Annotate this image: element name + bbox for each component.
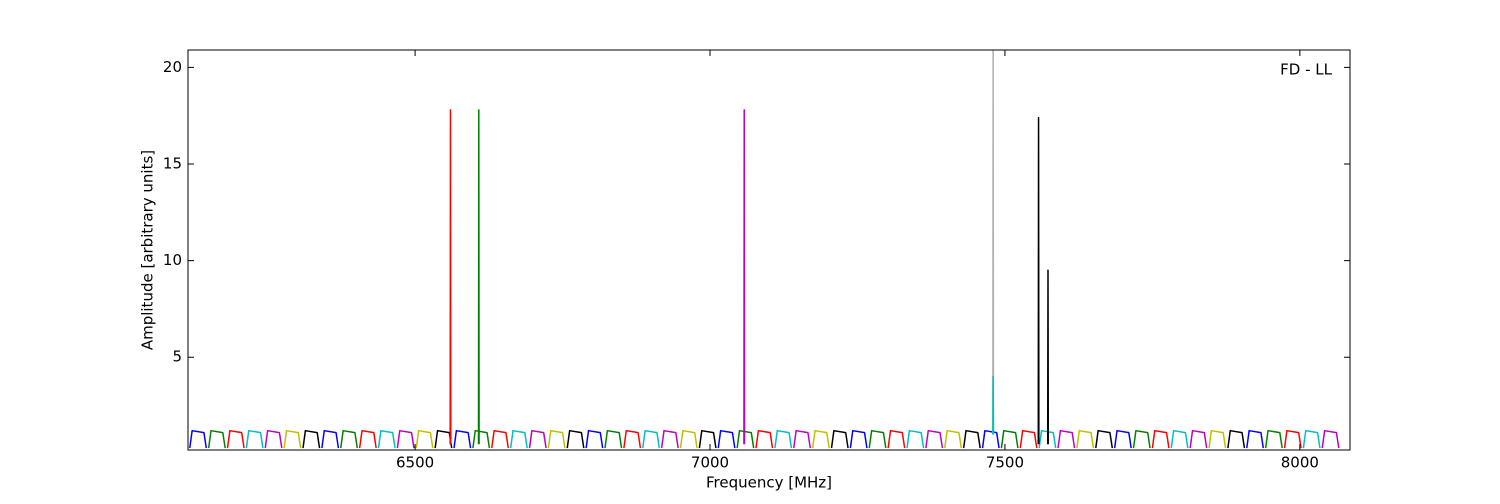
series-line xyxy=(283,429,1227,449)
series-line xyxy=(992,50,995,435)
series-line xyxy=(207,429,1283,449)
axes-frame xyxy=(187,49,1351,451)
x-tick-label: 8000 xyxy=(1281,454,1319,472)
series-line xyxy=(245,429,1321,449)
y-tick-label: 20 xyxy=(163,58,182,76)
y-tick-label: 15 xyxy=(163,155,182,173)
y-tick-label: 5 xyxy=(172,348,182,366)
series-line xyxy=(264,429,1340,449)
x-tick-label: 7500 xyxy=(986,454,1024,472)
y-axis-label: Amplitude [arbitrary units] xyxy=(139,150,157,350)
series-line xyxy=(449,109,452,445)
y-tick-label: 10 xyxy=(163,251,182,269)
annotation: FD - LL xyxy=(1280,61,1332,79)
series-line xyxy=(1037,116,1050,445)
x-axis-label: Frequency [MHz] xyxy=(706,474,832,492)
series-line xyxy=(992,375,995,435)
series-line xyxy=(477,109,480,445)
x-tick-label: 7000 xyxy=(691,454,729,472)
series-line xyxy=(302,429,1246,449)
plot-area xyxy=(189,50,1340,449)
series-line xyxy=(189,429,1265,449)
series-line xyxy=(743,109,746,445)
series-line xyxy=(226,429,1302,449)
x-tick-label: 6500 xyxy=(396,454,434,472)
